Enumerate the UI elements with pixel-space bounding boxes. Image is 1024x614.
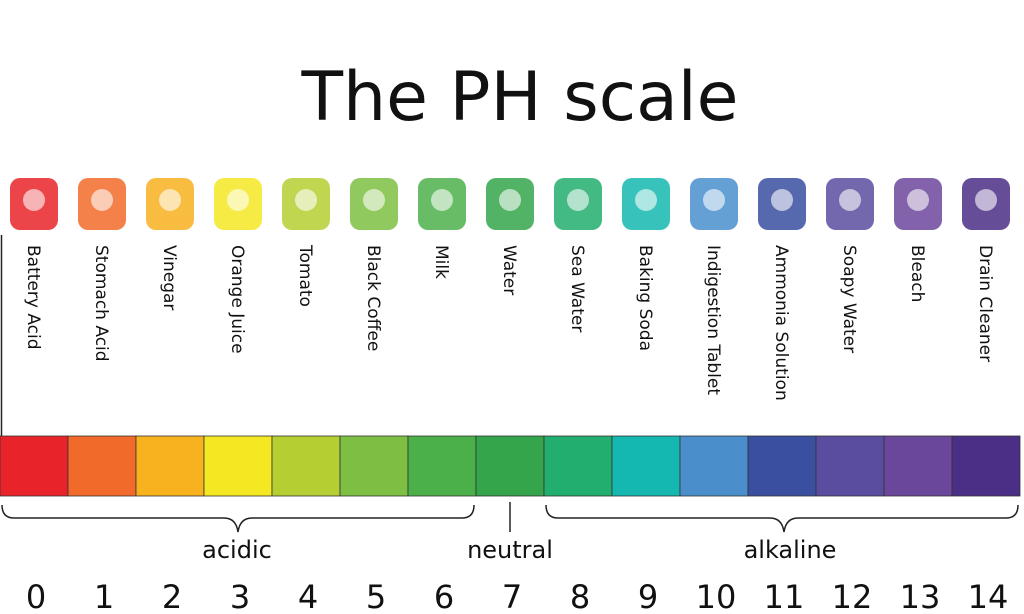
color-cell — [611, 435, 681, 497]
group-label: alkaline — [744, 536, 837, 564]
ph-number: 14 — [968, 578, 1009, 614]
ph-number: 12 — [832, 578, 873, 614]
ph-number: 3 — [230, 578, 250, 614]
color-cell — [679, 435, 749, 497]
color-cell — [747, 435, 817, 497]
color-cell — [203, 435, 273, 497]
icon-detail — [975, 189, 997, 211]
color-cell — [543, 435, 613, 497]
ph-number: 6 — [434, 578, 454, 614]
item-label: Soapy Water — [839, 245, 859, 353]
item-label: Bleach — [907, 245, 927, 302]
acidic-brace — [1, 504, 475, 533]
item-label: Orange Juice — [227, 245, 247, 354]
icon-detail — [159, 189, 181, 211]
icon-detail — [635, 189, 657, 211]
item-label: Sea Water — [567, 245, 587, 332]
ph-number: 2 — [162, 578, 182, 614]
item-label: Battery Acid — [23, 245, 43, 350]
item-label: Black Coffee — [363, 245, 383, 351]
icon-detail — [771, 189, 793, 211]
color-cell — [135, 435, 205, 497]
item-label: Vinegar — [159, 245, 179, 310]
item-label: Ammonia Solution — [771, 245, 791, 401]
group-label: neutral — [467, 536, 553, 564]
color-cell — [951, 435, 1021, 497]
color-cell — [815, 435, 885, 497]
color-cell — [0, 435, 69, 497]
ph-number: 0 — [26, 578, 46, 614]
icon-detail — [23, 189, 45, 211]
ph-number: 5 — [366, 578, 386, 614]
icon-detail — [431, 189, 453, 211]
ph-number: 11 — [764, 578, 805, 614]
icon-detail — [499, 189, 521, 211]
ph-number: 4 — [298, 578, 318, 614]
color-cell — [883, 435, 953, 497]
ph-number: 13 — [900, 578, 941, 614]
item-label: Water — [499, 245, 519, 295]
icon-detail — [91, 189, 113, 211]
icon-detail — [907, 189, 929, 211]
title: The PH scale — [300, 58, 738, 137]
group-label: acidic — [202, 536, 272, 564]
item-label: Stomach Acid — [91, 245, 111, 362]
color-cell — [407, 435, 477, 497]
icon-detail — [295, 189, 317, 211]
icon-detail — [567, 189, 589, 211]
item-label: Baking Soda — [635, 245, 655, 351]
item-label: Tomato — [295, 244, 315, 307]
item-label: Drain Cleaner — [975, 245, 995, 362]
icon-detail — [703, 189, 725, 211]
color-cell — [271, 435, 341, 497]
ph-number: 10 — [696, 578, 737, 614]
color-cell — [339, 435, 409, 497]
ph-number: 8 — [570, 578, 590, 614]
color-cell — [475, 435, 545, 497]
alkaline-brace — [545, 504, 1019, 533]
ph-number: 1 — [94, 578, 114, 614]
icon-detail — [227, 189, 249, 211]
item-label: Indigestion Tablet — [703, 245, 723, 395]
color-cell — [67, 435, 137, 497]
icon-detail — [363, 189, 385, 211]
ph-number: 9 — [638, 578, 658, 614]
icon-detail — [839, 189, 861, 211]
ph-number: 7 — [502, 578, 522, 614]
item-label: Milk — [431, 245, 451, 279]
